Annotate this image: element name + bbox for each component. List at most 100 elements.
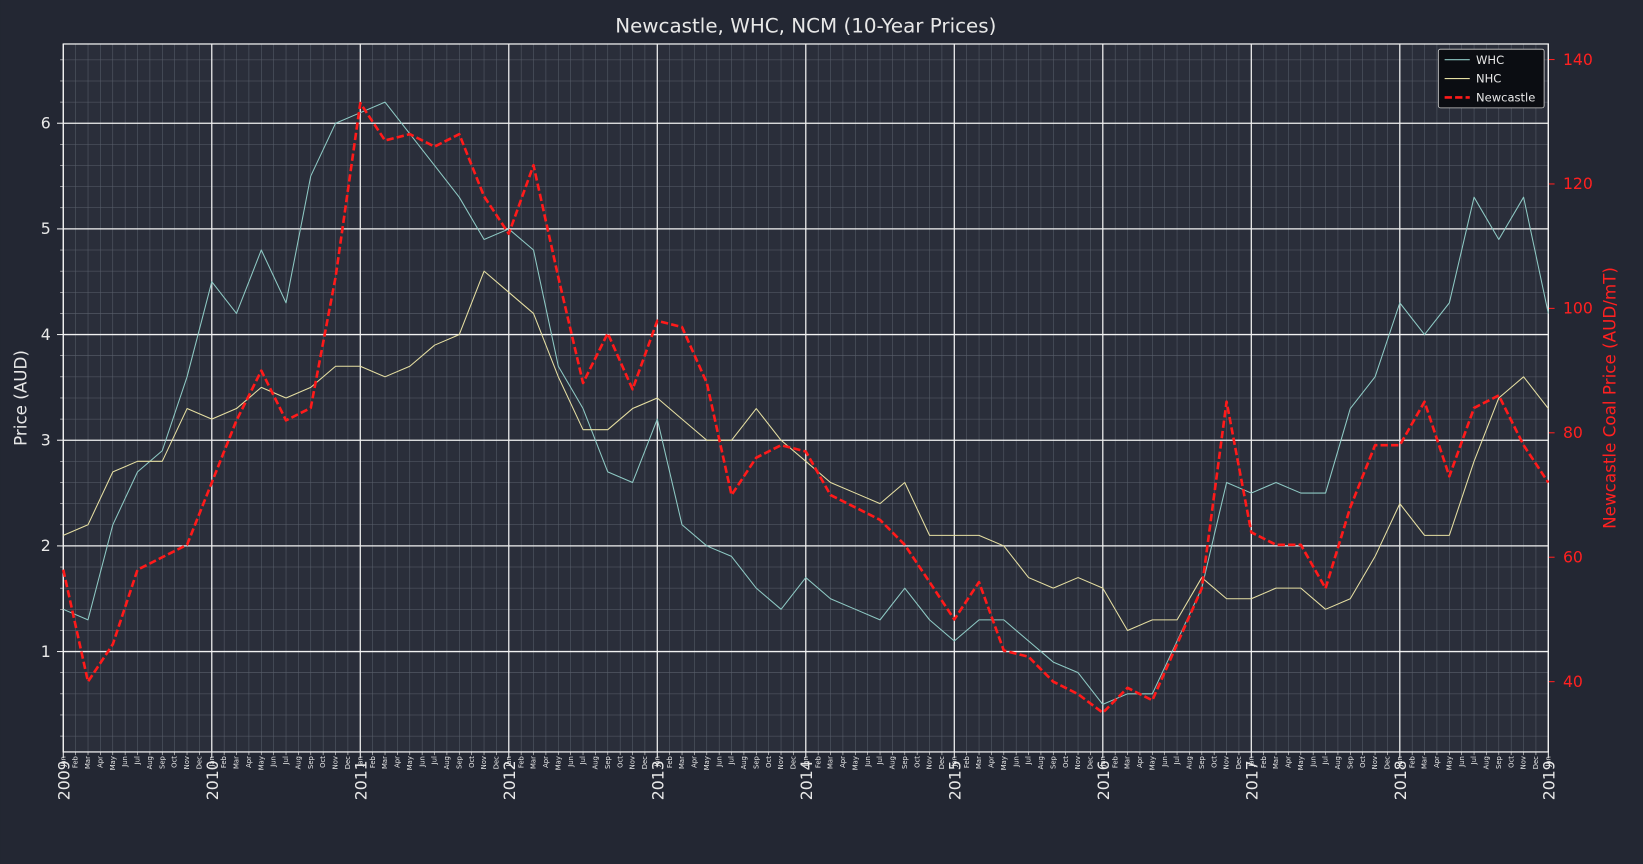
y2-tick-label: 120: [1563, 174, 1593, 193]
month-label: Dec: [790, 756, 798, 769]
y2-axis-label: Newcastle Coal Price (AUD/mT): [1599, 267, 1619, 529]
month-label: May: [406, 756, 414, 770]
y2-tick-label: 40: [1563, 672, 1583, 691]
month-label: Jun: [1309, 756, 1317, 768]
y2-tick-label: 60: [1563, 547, 1583, 566]
month-label: Aug: [146, 756, 154, 769]
x-tick-label: 2012: [500, 760, 519, 800]
x-tick-label: 2015: [946, 760, 965, 800]
month-label: Feb: [220, 756, 228, 768]
month-label: Oct: [319, 756, 327, 768]
legend-label: Newcastle: [1476, 91, 1535, 105]
month-label: Apr: [96, 756, 104, 768]
month-label: Sep: [1049, 756, 1057, 769]
month-label: Jun: [270, 756, 278, 768]
month-label: Apr: [542, 756, 550, 768]
month-label: Jan: [802, 756, 810, 767]
series-line: [63, 270, 1549, 631]
x-tick-label: 2014: [797, 760, 816, 800]
month-label: Jun: [567, 756, 575, 768]
month-label: Dec: [195, 756, 203, 769]
x-tick-label: 2009: [55, 760, 74, 800]
month-label: Apr: [1433, 756, 1441, 768]
month-label: Jul: [282, 756, 290, 765]
month-label: Jul: [431, 756, 439, 765]
month-label: Dec: [1532, 756, 1540, 769]
month-label: Mar: [233, 756, 241, 769]
y-tick-label: 1: [41, 642, 51, 661]
month-label: Apr: [1285, 756, 1293, 768]
month-label: Aug: [1483, 756, 1491, 769]
month-label: Jan: [1099, 756, 1107, 767]
series-line: [63, 101, 1549, 705]
month-label: Apr: [394, 756, 402, 768]
month-label: Feb: [814, 756, 822, 768]
month-label: Jun: [715, 756, 723, 768]
month-label: May: [1297, 756, 1305, 770]
month-label: May: [851, 756, 859, 770]
month-label: Apr: [839, 756, 847, 768]
month-label: Aug: [1334, 756, 1342, 769]
month-label: Aug: [740, 756, 748, 769]
month-label: Mar: [84, 756, 92, 769]
month-label: Nov: [183, 756, 191, 769]
month-label: Jun: [121, 756, 129, 768]
chart-title: Newcastle, WHC, NCM (10-Year Prices): [615, 14, 996, 37]
month-label: Dec: [938, 756, 946, 769]
month-label: Feb: [1260, 756, 1268, 768]
month-label: Oct: [1210, 756, 1218, 768]
month-label: Sep: [1495, 756, 1503, 769]
month-label: Nov: [480, 756, 488, 769]
month-label: Jul: [1025, 756, 1033, 765]
month-label: May: [1445, 756, 1453, 770]
y2-tick-label: 140: [1563, 50, 1593, 69]
month-label: Nov: [629, 756, 637, 769]
month-label: Nov: [926, 756, 934, 769]
x-tick-label: 2013: [649, 760, 668, 800]
month-label: Feb: [72, 756, 80, 768]
month-label: Nov: [1371, 756, 1379, 769]
month-label: Sep: [901, 756, 909, 769]
month-label: Jul: [1173, 756, 1181, 765]
month-label: Oct: [765, 756, 773, 768]
month-label: Jan: [1396, 756, 1404, 767]
month-label: Mar: [827, 756, 835, 769]
month-label: Apr: [691, 756, 699, 768]
month-label: Sep: [752, 756, 760, 769]
month-label: Jul: [134, 756, 142, 765]
month-label: Jun: [864, 756, 872, 768]
month-label: Nov: [1520, 756, 1528, 769]
month-label: Jan: [505, 756, 513, 767]
month-label: Mar: [975, 756, 983, 769]
y2-tick-label: 80: [1563, 423, 1583, 442]
x-tick-label: 2010: [203, 760, 222, 800]
month-label: Apr: [988, 756, 996, 768]
month-label: Feb: [1111, 756, 1119, 768]
month-label: Sep: [1198, 756, 1206, 769]
month-label: Mar: [678, 756, 686, 769]
month-label: Aug: [1186, 756, 1194, 769]
legend-label: NHC: [1476, 72, 1501, 86]
month-label: Jun: [1458, 756, 1466, 768]
month-label: Oct: [1359, 756, 1367, 768]
month-label: May: [1148, 756, 1156, 770]
month-label: Oct: [616, 756, 624, 768]
month-label: Apr: [1136, 756, 1144, 768]
month-label: Jun: [1012, 756, 1020, 768]
y-tick-label: 2: [41, 536, 51, 555]
month-label: Mar: [530, 756, 538, 769]
month-label: Feb: [963, 756, 971, 768]
month-label: Oct: [171, 756, 179, 768]
month-label: Dec: [344, 756, 352, 769]
y-tick-label: 6: [41, 113, 51, 132]
month-label: Dec: [493, 756, 501, 769]
month-label: Jul: [1470, 756, 1478, 765]
legend-box: [1437, 48, 1545, 109]
month-label: May: [703, 756, 711, 770]
y-tick-label: 3: [41, 430, 51, 449]
month-label: Jul: [728, 756, 736, 765]
month-label: Jan: [653, 756, 661, 767]
month-label: May: [1000, 756, 1008, 770]
month-label: Feb: [517, 756, 525, 768]
x-tick-label: 2016: [1094, 760, 1113, 800]
